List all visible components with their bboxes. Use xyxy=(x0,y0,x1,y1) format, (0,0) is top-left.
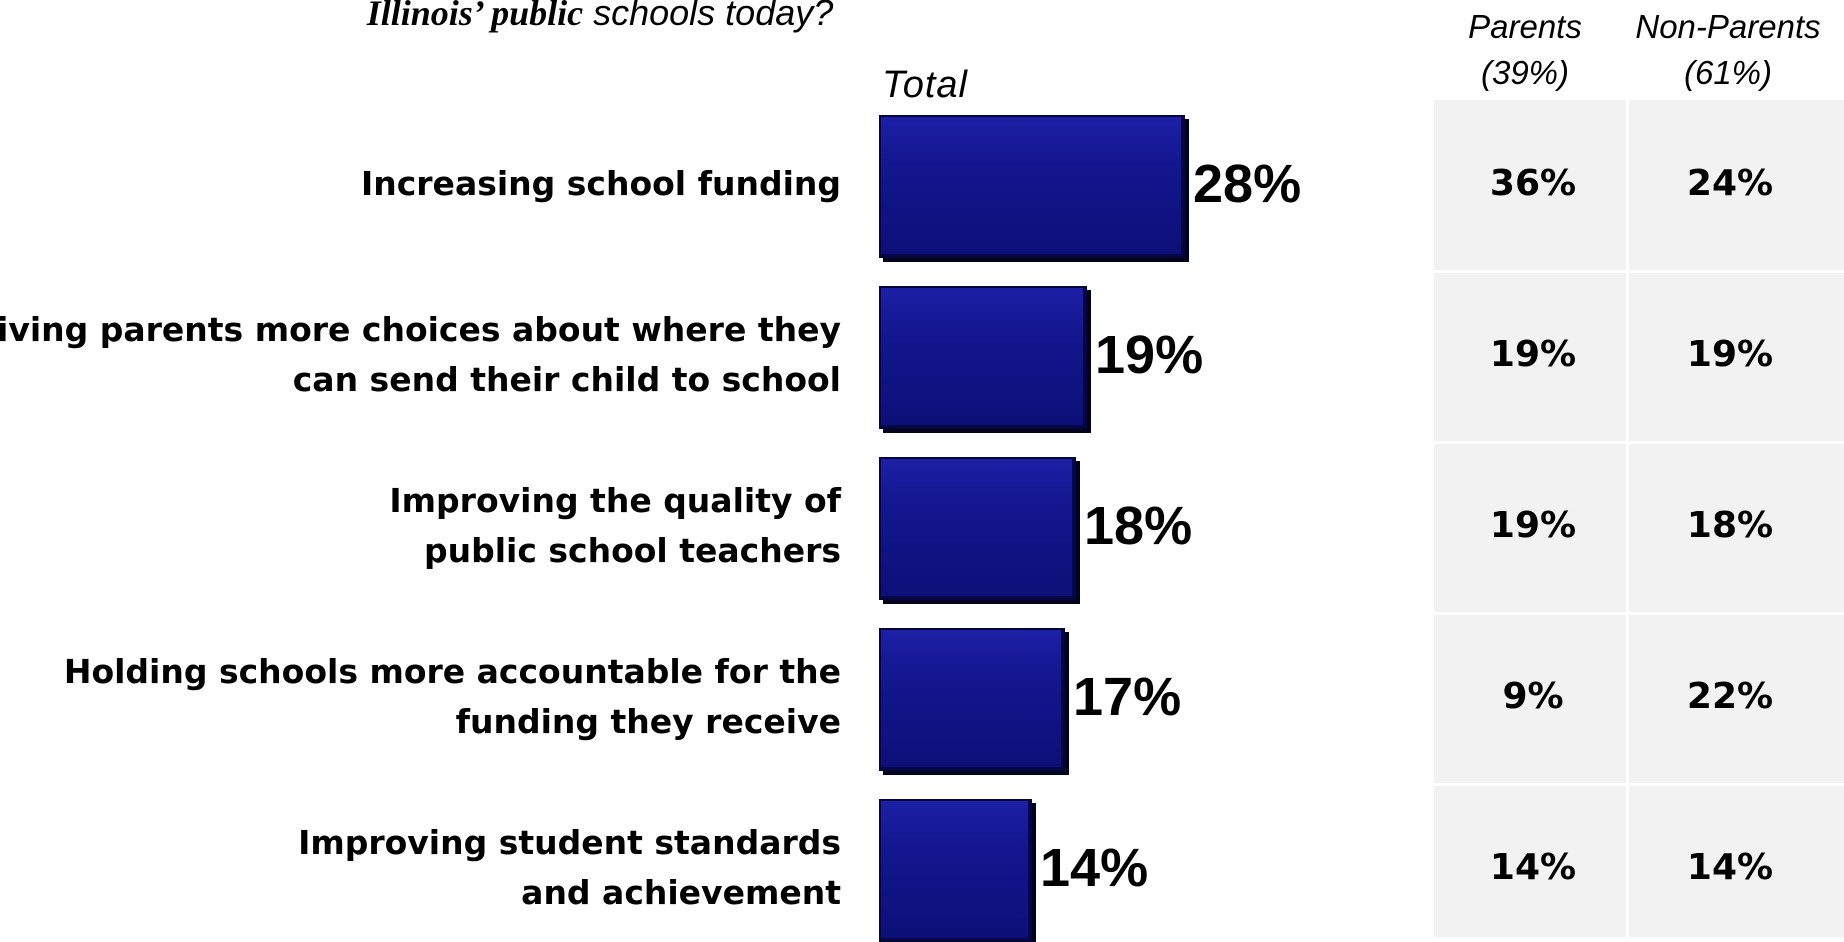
parents-cell-3: 19% xyxy=(1489,504,1577,546)
non-parents-column-header: Non-Parents (61%) xyxy=(1628,4,1828,96)
non-parents-cell-4: 22% xyxy=(1686,675,1774,717)
category-label-line: can send their child to school xyxy=(292,359,841,399)
bar-value-label-1: 28% xyxy=(1193,153,1302,214)
crosstab-row-divider xyxy=(1434,441,1844,444)
bar-3 xyxy=(879,457,1076,600)
category-label-5: Improving student standards and achieveme… xyxy=(0,818,841,918)
crosstab-row-divider xyxy=(1434,612,1844,615)
chart-title-part-1: Illinois’ public xyxy=(366,0,584,33)
non-parents-cell-1: 24% xyxy=(1686,162,1774,204)
parents-cell-4: 9% xyxy=(1502,675,1564,717)
crosstab-row-divider xyxy=(1434,270,1844,273)
crosstab-row-divider xyxy=(1434,783,1844,786)
bar-value-label-4: 17% xyxy=(1073,666,1182,727)
category-label-line: public school teachers xyxy=(423,530,841,570)
crosstab-column-divider xyxy=(1626,100,1629,937)
parents-cell-2: 19% xyxy=(1489,333,1577,375)
category-label-line: funding they receive xyxy=(455,701,841,741)
bar-5 xyxy=(879,799,1032,942)
parents-header-name: Parents xyxy=(1468,8,1582,45)
category-label-line: Giving parents more choices about where … xyxy=(0,309,841,349)
bar-value-label-2: 19% xyxy=(1095,324,1204,385)
non-parents-header-name: Non-Parents xyxy=(1635,8,1821,45)
non-parents-cell-2: 19% xyxy=(1686,333,1774,375)
category-label-line: Improving student standards xyxy=(298,822,841,862)
category-label-line: Improving the quality of xyxy=(389,480,841,520)
crosstab-table-background xyxy=(1434,100,1844,937)
non-parents-cell-3: 18% xyxy=(1686,504,1774,546)
category-label-2: Giving parents more choices about where … xyxy=(0,305,841,405)
parents-header-share: (39%) xyxy=(1480,54,1570,91)
category-label-line: and achievement xyxy=(521,872,841,912)
parents-cell-5: 14% xyxy=(1489,846,1577,888)
category-label-4: Holding schools more accountable for the… xyxy=(0,647,841,747)
total-column-label: Total xyxy=(882,64,968,106)
parents-cell-1: 36% xyxy=(1489,162,1577,204)
category-label-line: Increasing school funding xyxy=(360,163,841,203)
category-label-1: Increasing school funding xyxy=(0,159,841,209)
bar-value-label-5: 14% xyxy=(1040,837,1149,898)
bar-1 xyxy=(879,115,1185,258)
category-label-3: Improving the quality of public school te… xyxy=(0,476,841,576)
non-parents-header-share: (61%) xyxy=(1683,54,1773,91)
chart-title: Illinois’ public schools today? xyxy=(0,0,1200,34)
category-label-line: Holding schools more accountable for the xyxy=(63,651,841,691)
bar-value-label-3: 18% xyxy=(1084,495,1193,556)
parents-column-header: Parents (39%) xyxy=(1425,4,1625,96)
chart-title-part-2: schools today? xyxy=(583,0,834,33)
bar-4 xyxy=(879,628,1065,771)
non-parents-cell-5: 14% xyxy=(1686,846,1774,888)
bar-2 xyxy=(879,286,1087,429)
